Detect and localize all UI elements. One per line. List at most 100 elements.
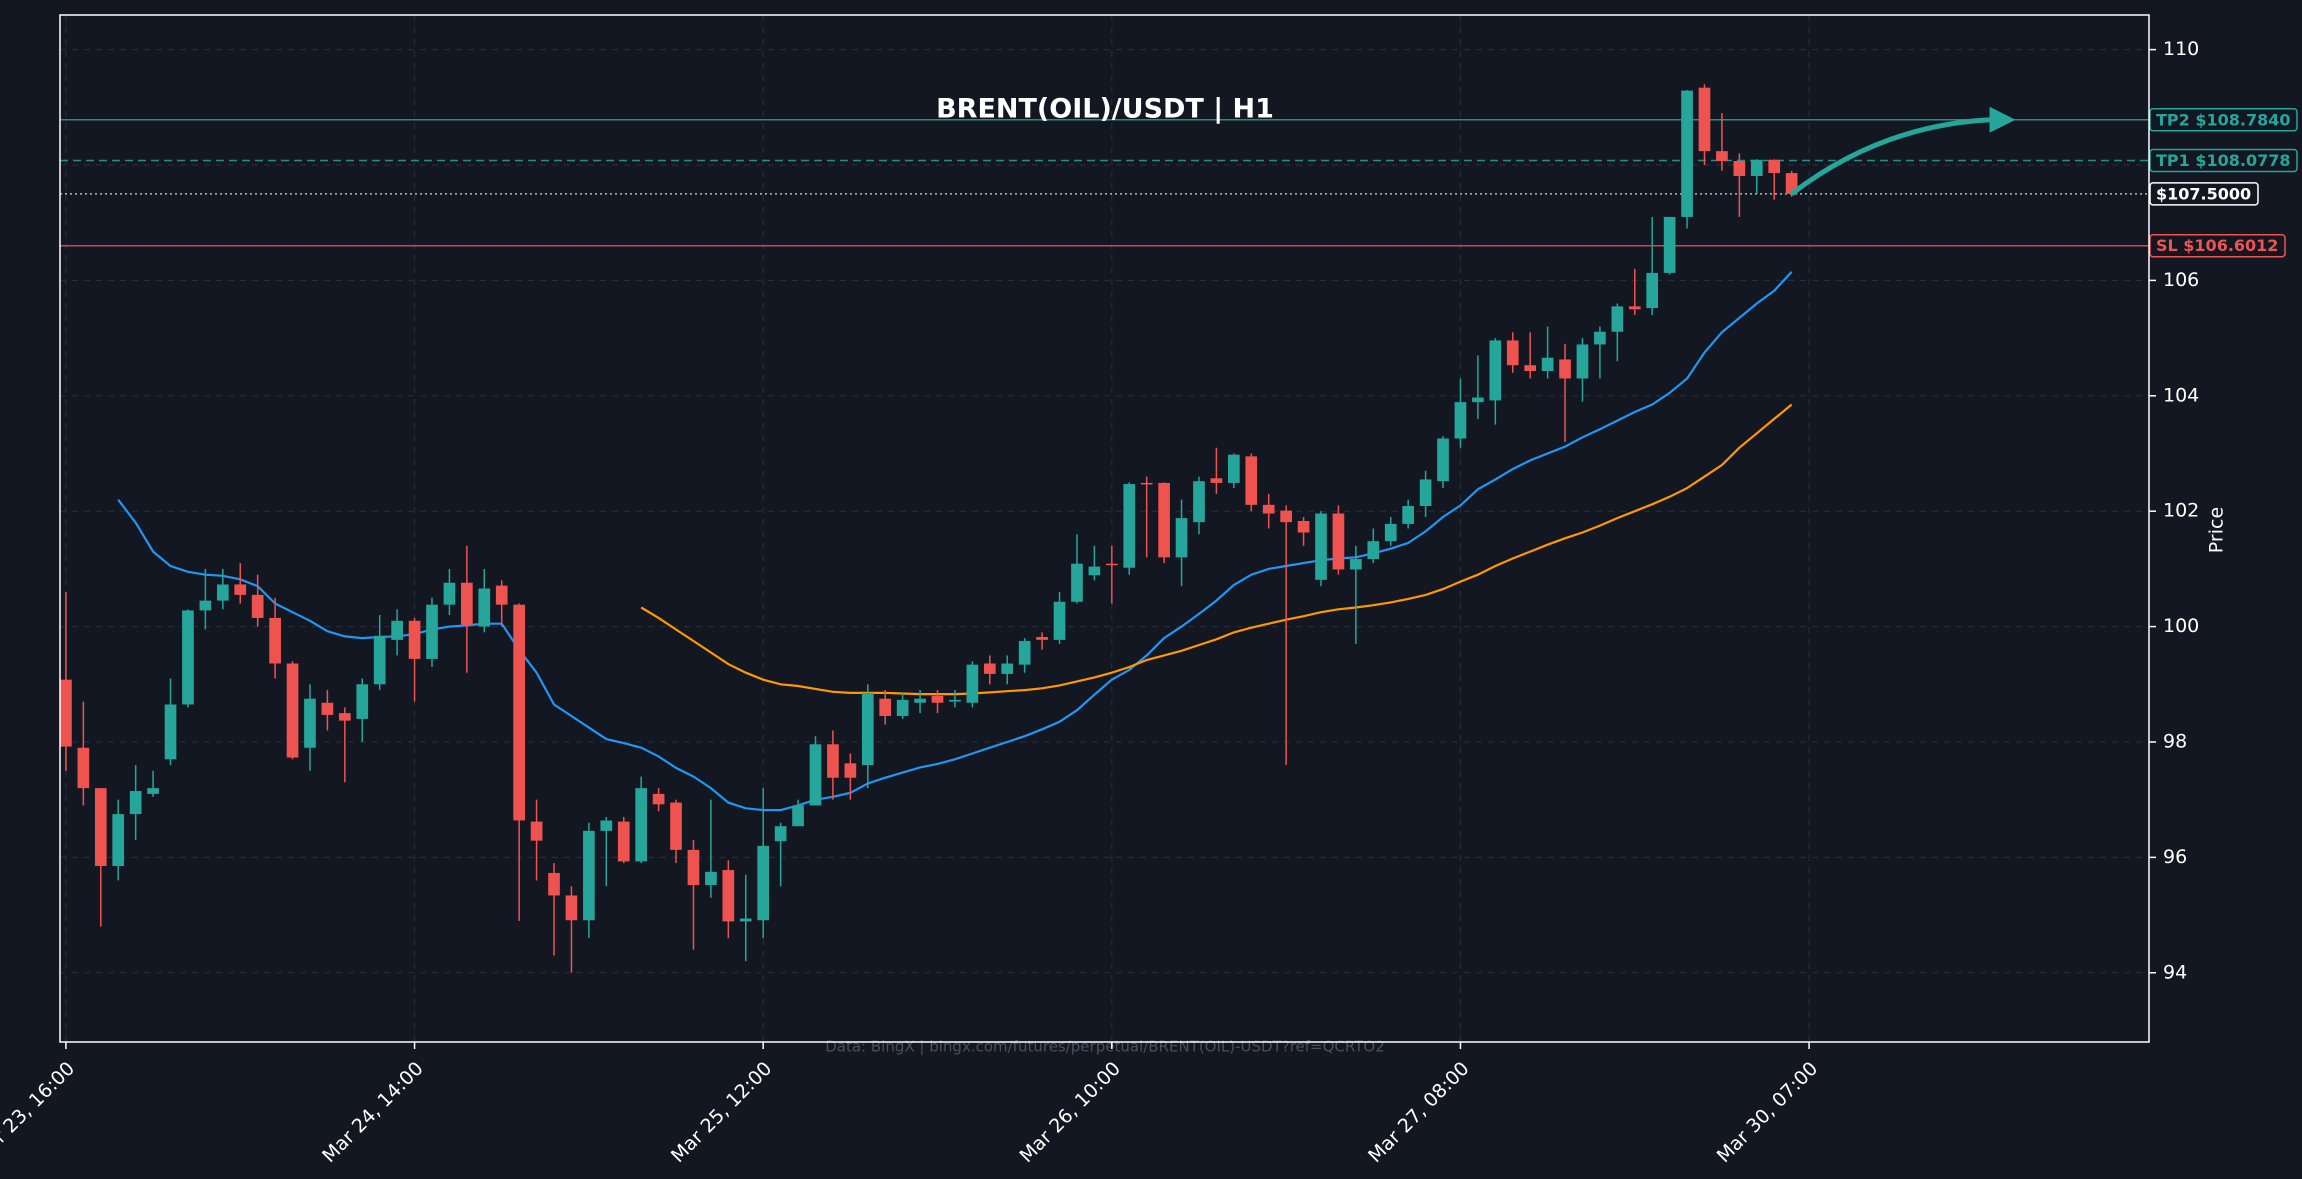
y-tick-label: 94: [2163, 961, 2187, 983]
candle-body: [687, 849, 700, 886]
candle-body: [495, 585, 508, 605]
source-note: Data: BingX | bingx.com/futures/perpetua…: [825, 1038, 1385, 1056]
candle-body: [1262, 504, 1275, 514]
level-label-text: TP1 $108.0778: [2156, 151, 2290, 170]
candle-body: [269, 617, 281, 664]
projection-arrow: [1790, 117, 1992, 196]
candle-body: [1018, 641, 1031, 665]
candle-body: [1472, 397, 1484, 403]
candle-body: [199, 600, 212, 611]
candle-body: [565, 895, 578, 921]
level-label-box: [2149, 233, 2286, 258]
candle-body: [1158, 482, 1170, 558]
candle-body: [304, 698, 316, 748]
candle-body: [1437, 438, 1449, 482]
level-label: $107.5000: [2149, 182, 2259, 206]
level-label-text: SL $106.6012: [2156, 236, 2278, 255]
candle-body: [112, 814, 125, 867]
candle-body: [774, 826, 787, 842]
candle-body: [1402, 505, 1414, 524]
candle-body: [77, 747, 90, 789]
candle-body: [792, 805, 804, 827]
candle-body: [1088, 566, 1101, 576]
candle-body: [1384, 523, 1397, 542]
plot-frame: [59, 14, 2150, 1043]
candle-body: [147, 788, 159, 794]
level-label: SL $106.6012: [2149, 233, 2286, 258]
candle-body: [1768, 159, 1781, 174]
moving-average-line: [640, 403, 1793, 696]
candle-body: [1193, 481, 1205, 523]
candle-body: [1123, 484, 1136, 568]
candle-body: [1367, 541, 1380, 560]
projection-arrowhead: [1989, 106, 2016, 133]
candle-body: [1350, 559, 1362, 570]
candle-body: [1611, 306, 1624, 332]
level-label-text: $107.5000: [2156, 184, 2251, 203]
candle-body: [1210, 478, 1223, 483]
candle-body: [321, 702, 334, 715]
y-tick-label: 102: [2163, 500, 2199, 522]
candle-body: [1698, 87, 1711, 152]
candle-body: [1071, 563, 1083, 602]
candle-body: [1733, 160, 1746, 176]
candle-body: [670, 802, 682, 850]
candle-body: [1506, 340, 1519, 366]
candle-body: [1663, 216, 1676, 273]
level-label: TP2 $108.7840: [2149, 108, 2298, 132]
candle-body: [617, 821, 630, 862]
candle-body: [1105, 563, 1118, 566]
candle-body: [1594, 331, 1606, 345]
candle-body: [164, 704, 177, 760]
candle-body: [1419, 479, 1432, 506]
candle-body: [705, 871, 717, 886]
candle-body: [722, 870, 735, 922]
y-tick-label: 104: [2163, 384, 2199, 406]
candle-body: [548, 872, 560, 896]
candle-body: [879, 698, 892, 717]
candle-body: [408, 620, 421, 659]
candle-body: [1750, 159, 1763, 176]
candle-body: [461, 582, 473, 625]
y-tick-label: 106: [2163, 269, 2199, 291]
candle-body: [1576, 344, 1589, 379]
candle-body: [129, 791, 142, 815]
candle-body: [286, 663, 299, 758]
candle-body: [391, 620, 403, 640]
x-tick-label: Mar 23, 16:00: [0, 1058, 79, 1168]
candle-body: [1140, 482, 1153, 485]
candle-body: [739, 918, 752, 922]
candle-body: [1228, 454, 1240, 483]
candle-body: [182, 610, 194, 705]
y-axis-label: Price: [2206, 507, 2228, 553]
level-label-box: [2149, 108, 2298, 132]
candle-body: [426, 604, 438, 659]
candle-body: [94, 788, 107, 867]
candle-body: [216, 584, 229, 601]
candle-body: [443, 582, 456, 605]
candle-body: [914, 698, 926, 703]
candle-body: [234, 584, 247, 595]
candle-body: [513, 604, 525, 821]
candle-body: [1559, 359, 1571, 379]
x-tick-label: Mar 24, 14:00: [318, 1058, 428, 1168]
candle-body: [373, 635, 386, 685]
candle-body: [966, 664, 979, 703]
candle-body: [60, 679, 72, 747]
candle-body: [809, 744, 822, 806]
plot-background: [60, 15, 2149, 1042]
candle-body: [1332, 513, 1345, 570]
candle-body: [827, 744, 839, 778]
candle-body: [861, 692, 874, 766]
x-tick-label: Mar 30, 07:00: [1713, 1058, 1823, 1168]
y-tick-label: 98: [2163, 730, 2187, 752]
y-tick-label: 110: [2163, 38, 2199, 60]
candle-body: [1785, 173, 1798, 194]
candle-body: [338, 713, 351, 721]
candle-body: [1454, 402, 1467, 439]
level-label-box: [2149, 182, 2259, 206]
candle-body: [931, 695, 944, 703]
candle-body: [1541, 357, 1554, 371]
